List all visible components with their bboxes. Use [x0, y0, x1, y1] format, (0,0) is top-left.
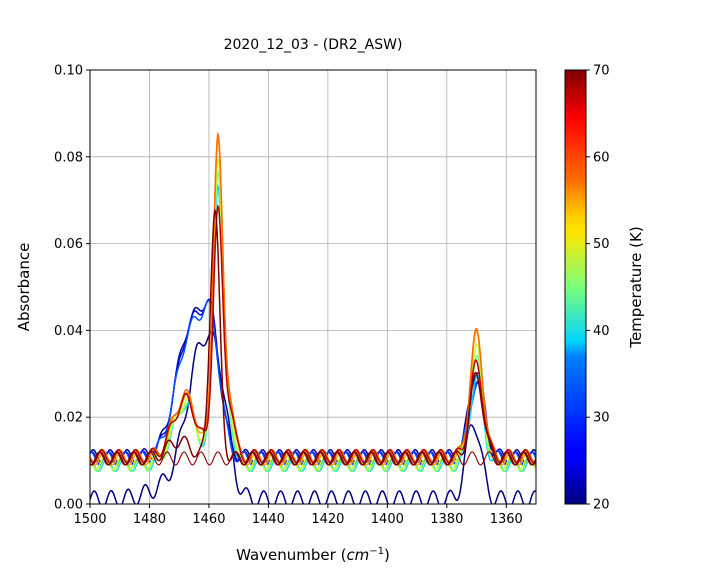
y-tick-label: 0.08 [54, 150, 83, 165]
x-tick-label: 1360 [490, 512, 523, 527]
y-tick-label: 0.06 [54, 237, 83, 252]
colorbar-label: Temperature (K) [627, 226, 645, 348]
x-tick-label: 1500 [73, 512, 106, 527]
y-tick-label: 0.10 [54, 64, 83, 79]
spectrum-line-70K [90, 208, 536, 466]
colorbar [564, 69, 587, 505]
spectrum-line-26K [90, 298, 536, 466]
colorbar-ticks: 20 30 40 50 60 70 [586, 64, 610, 513]
x-tick-label: 1400 [371, 512, 404, 527]
x-tick-label: 1380 [430, 512, 463, 527]
colorbar-tick-label: 30 [593, 411, 610, 426]
y-axis-ticks: 0.00 0.02 0.04 0.06 0.08 0.10 [54, 64, 90, 513]
colorbar-tick-label: 60 [593, 150, 610, 165]
x-tick-label: 1440 [252, 512, 285, 527]
y-axis-label: Absorbance [15, 243, 33, 332]
colorbar-tick-label: 70 [593, 64, 610, 79]
x-tick-label: 1420 [311, 512, 344, 527]
spectrum-line-23K [90, 298, 536, 464]
y-tick-label: 0.02 [54, 411, 83, 426]
x-tick-label: 1460 [192, 512, 225, 527]
colorbar-tick-label: 50 [593, 237, 610, 252]
x-axis-label: Wavenumber (cm−1) [236, 546, 390, 564]
series-layer [90, 131, 536, 504]
grid [89, 69, 536, 505]
colorbar-tick-label: 40 [593, 324, 610, 339]
plot-frame [89, 69, 537, 505]
x-tick-label: 1480 [133, 512, 166, 527]
spectrum-line-70K [90, 451, 536, 466]
spectrum-line-20K [90, 330, 536, 504]
colorbar-tick-label: 20 [593, 498, 610, 513]
spectrum-line-30K [90, 299, 536, 466]
y-tick-label: 0.00 [54, 498, 83, 513]
chart-title: 2020_12_03 - (DR2_ASW) [224, 37, 403, 53]
x-axis-ticks: 1500 1480 1460 1440 1420 1400 1380 1360 [73, 504, 523, 527]
y-tick-label: 0.04 [54, 324, 83, 339]
